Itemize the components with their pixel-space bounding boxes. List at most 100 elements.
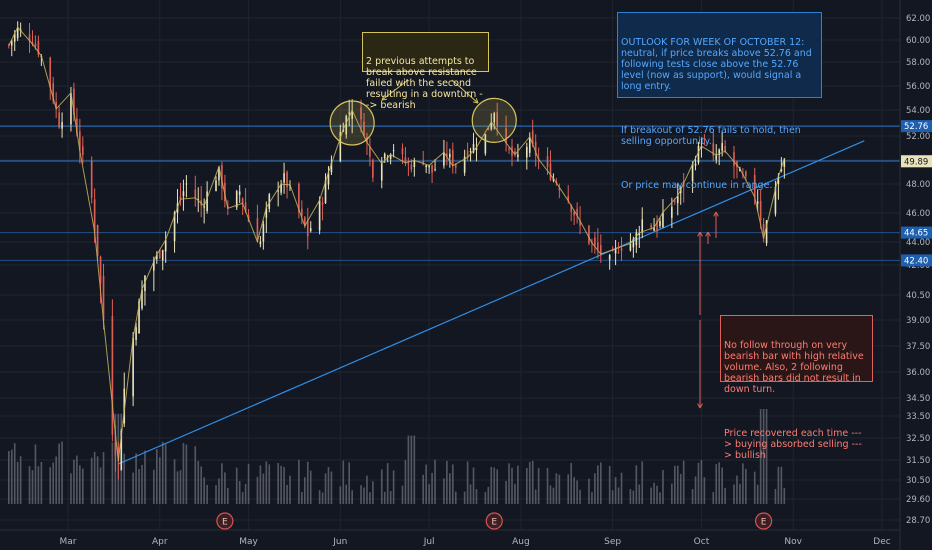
volume-bar	[715, 464, 718, 504]
candle-body	[425, 165, 427, 168]
volume-bar	[13, 443, 16, 504]
earnings-marker[interactable]	[216, 512, 234, 530]
volume-bar	[783, 488, 786, 504]
volume-bar	[552, 487, 555, 504]
price-tick-label: 58.00	[906, 58, 930, 68]
volume-bar	[342, 460, 345, 504]
volume-bar	[372, 481, 374, 504]
candle-body	[650, 224, 652, 228]
volume-bar	[96, 456, 99, 504]
candle-body	[324, 180, 327, 204]
volume-bar	[176, 471, 179, 504]
earnings-marker[interactable]	[754, 512, 773, 530]
price-tick-label: 44.00	[906, 238, 930, 248]
candle-body	[620, 248, 623, 251]
volume-bar	[144, 450, 146, 504]
candle-body	[715, 155, 718, 160]
volume-bar	[570, 463, 573, 504]
candle-body	[55, 102, 57, 109]
outlook-annotation[interactable]: OUTLOOK FOR WEEK OF OCTOBER 12: neutral,…	[617, 12, 822, 191]
volume-bar	[327, 466, 330, 504]
candle-body	[466, 150, 469, 158]
candle-body	[531, 130, 534, 145]
price-tick-label: 28.70	[906, 516, 930, 526]
volume-bar	[283, 467, 285, 504]
price-tick-label: 37.50	[906, 342, 930, 352]
volume-bar	[762, 409, 765, 504]
candle-body	[691, 163, 694, 182]
price-tick-label: 32.50	[906, 434, 930, 444]
candle-body	[221, 164, 223, 189]
volume-bar	[19, 456, 22, 504]
price-tick-label: 62.00	[906, 14, 930, 24]
volume-bar	[407, 435, 410, 504]
candle-body	[431, 164, 433, 173]
candle-body	[401, 148, 404, 155]
volume-bar	[546, 467, 549, 504]
volume-bar	[712, 491, 715, 504]
candle-body	[318, 200, 321, 231]
volume-bar	[733, 484, 735, 504]
price-tick-label: 34.50	[906, 394, 930, 404]
candle-body	[413, 160, 416, 168]
candle-body	[697, 145, 700, 163]
candle-body	[774, 187, 777, 214]
volume-bar	[505, 480, 507, 504]
candle-body	[155, 254, 158, 260]
volume-bar	[173, 459, 176, 504]
candle-body	[61, 122, 63, 129]
candle-body	[10, 40, 13, 46]
candle-body	[52, 83, 55, 102]
candle-body	[496, 112, 499, 126]
price-tick-label: 36.00	[906, 368, 930, 378]
volume-bar	[203, 477, 205, 504]
volume-bar	[363, 487, 365, 504]
volume-bar	[16, 461, 19, 504]
month-tick-label: Dec	[873, 537, 890, 547]
month-tick-label: Aug	[512, 537, 530, 547]
volume-bar	[451, 464, 454, 504]
candle-body	[179, 196, 182, 200]
candle-body	[599, 245, 602, 254]
volume-bar	[694, 476, 697, 504]
volume-bar	[736, 475, 738, 504]
volume-bar	[61, 441, 63, 504]
earnings-marker-label: E	[222, 518, 228, 528]
candle-body	[141, 289, 143, 309]
last-price-tag	[901, 155, 932, 168]
volume-bar	[774, 488, 777, 504]
earnings-marker[interactable]	[485, 512, 503, 530]
volume-bar	[594, 473, 596, 504]
candle-body	[676, 195, 679, 204]
close-line	[8, 26, 785, 461]
volume-bar	[567, 474, 570, 504]
volume-bar	[49, 467, 52, 504]
volume-bar	[597, 465, 599, 504]
volume-bars	[7, 409, 786, 504]
candle-body	[662, 212, 664, 228]
level-price-tag	[901, 226, 932, 239]
volume-annotation[interactable]: No follow through on very bearish bar wi…	[720, 315, 873, 461]
price-levels	[0, 125, 900, 261]
candle-body	[256, 218, 259, 242]
volume-bar	[514, 483, 516, 504]
volume-bar	[369, 492, 371, 504]
volume-bar	[434, 459, 436, 504]
volume-bar	[280, 465, 282, 504]
resistance-annotation[interactable]: 2 previous attempts to break above resis…	[362, 32, 489, 111]
candle-body	[73, 88, 75, 116]
volume-bar	[611, 490, 614, 504]
candle-body	[694, 163, 697, 166]
resistance-arrow-left-head	[381, 95, 388, 101]
price-axis-bg	[900, 0, 932, 550]
candle-body	[487, 127, 490, 130]
outlook-note-line-2: If breakout of 52.76 fails to hold, then…	[621, 125, 804, 147]
volume-bar	[490, 466, 493, 504]
candle-body	[330, 162, 333, 173]
volume-bar	[179, 470, 182, 504]
price-tick-label: 31.50	[906, 456, 930, 466]
candle-body	[114, 442, 117, 456]
candle-body	[345, 115, 348, 135]
candle-body	[449, 153, 451, 158]
volume-bar	[718, 462, 721, 504]
